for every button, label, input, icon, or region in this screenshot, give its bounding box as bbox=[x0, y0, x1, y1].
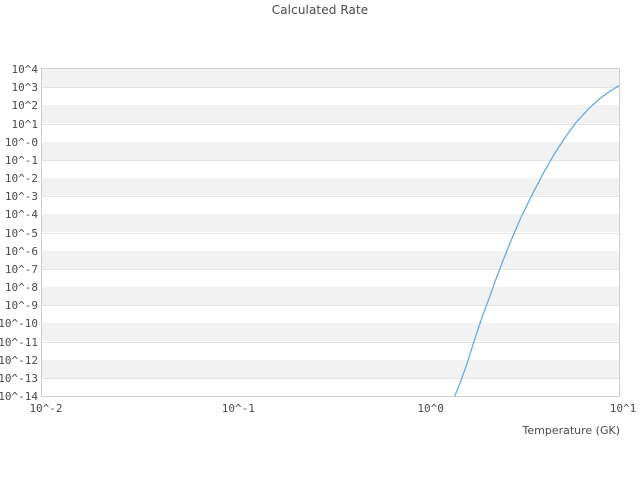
plot-band bbox=[42, 323, 619, 342]
plot-band bbox=[42, 69, 619, 88]
y-tick-label: 10^3 bbox=[11, 81, 39, 95]
series-layer bbox=[454, 85, 619, 396]
x-tick-label: 10^-1 bbox=[221, 402, 255, 415]
y-tick-label: 10^-5 bbox=[4, 226, 38, 240]
y-tick-label: 10^-9 bbox=[4, 299, 38, 313]
series-line-calculated-rate bbox=[454, 85, 619, 396]
x-tick-label: 10^0 bbox=[417, 402, 444, 415]
plot-area bbox=[41, 68, 620, 397]
y-tick-label: 10^4 bbox=[11, 63, 39, 76]
y-tick-label: 10^-10 bbox=[0, 317, 38, 331]
chart-title: Calculated Rate bbox=[271, 3, 369, 17]
y-tick-label: 10^-11 bbox=[0, 335, 38, 349]
plot-background-bands bbox=[42, 69, 619, 396]
y-tick-label: 10^-6 bbox=[4, 244, 38, 258]
y-tick-label: 10^-1 bbox=[4, 153, 38, 167]
y-tick-label: 10^-3 bbox=[4, 190, 38, 204]
y-tick-label: 10^2 bbox=[11, 99, 39, 113]
gridline-horizontal bbox=[42, 305, 619, 307]
y-tick-label: 10^-2 bbox=[4, 172, 38, 185]
plot-band bbox=[42, 214, 619, 233]
plot-band bbox=[42, 141, 619, 160]
plot-band bbox=[42, 105, 619, 124]
y-tick-label: 10^-8 bbox=[4, 281, 38, 294]
y-tick-label: 10^-0 bbox=[4, 135, 38, 149]
plot-band bbox=[42, 178, 619, 197]
y-tick-label: 10^-14 bbox=[0, 390, 38, 403]
gridline-horizontal bbox=[42, 268, 619, 270]
gridline-horizontal bbox=[42, 232, 619, 234]
y-tick-label: 10^1 bbox=[11, 117, 39, 131]
x-tick-label: 10^1 bbox=[609, 402, 637, 415]
y-tick-label: 10^-13 bbox=[0, 371, 38, 385]
plot-band bbox=[42, 250, 619, 269]
gridline-horizontal bbox=[42, 341, 619, 343]
gridline-horizontal bbox=[42, 159, 619, 161]
gridline-horizontal bbox=[42, 396, 619, 397]
gridline-horizontal bbox=[42, 377, 619, 379]
y-tick-label: 10^-4 bbox=[4, 208, 38, 222]
y-axis-tick-labels: 10^4 10^3 10^2 10^1 10^-0 10^-1 10^-2 10^-3 10^-… bbox=[0, 0, 41, 480]
y-tick-label: 10^-12 bbox=[0, 353, 38, 367]
x-axis-title: Temperature (GK) bbox=[522, 424, 621, 437]
gridline-horizontal bbox=[42, 87, 619, 89]
plot-band bbox=[42, 287, 619, 306]
x-tick-label: 10^-2 bbox=[29, 402, 63, 415]
y-tick-label: 10^-7 bbox=[4, 262, 38, 276]
gridline-horizontal bbox=[42, 123, 619, 125]
gridline-horizontal bbox=[42, 196, 619, 198]
plot-band bbox=[42, 359, 619, 378]
